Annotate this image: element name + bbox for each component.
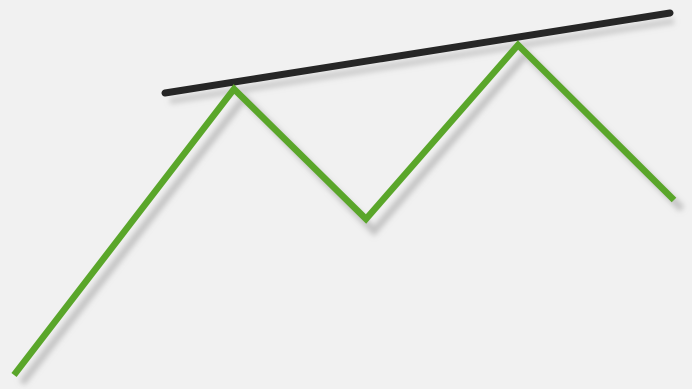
price-path-line: [14, 45, 674, 375]
price-path-shadow: [22, 54, 682, 383]
resistance-trend-line: [165, 13, 670, 93]
resistance-line-shadow: [170, 21, 674, 101]
